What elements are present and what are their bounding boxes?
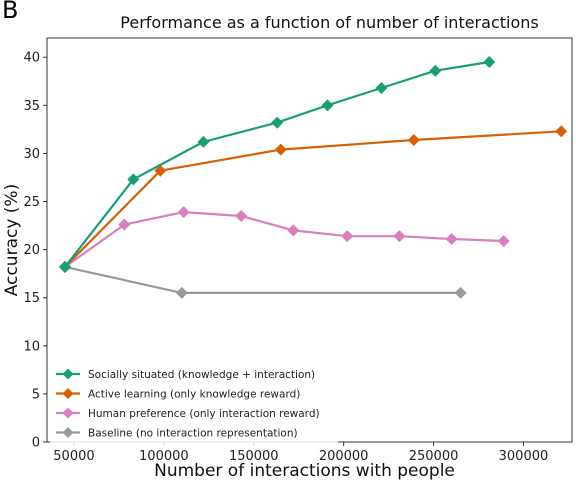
data-point (393, 230, 406, 243)
data-point (555, 125, 568, 138)
data-point (177, 206, 190, 219)
series-line (64, 265, 461, 294)
data-point (341, 230, 354, 243)
x-tick-label: 150000 (229, 449, 279, 464)
y-tick-label: 30 (23, 147, 40, 162)
series-line (64, 130, 562, 268)
data-point (407, 133, 420, 146)
x-axis-title: Number of interactions with people (154, 461, 455, 481)
data-point (58, 260, 71, 273)
y-tick-label: 25 (23, 195, 40, 210)
series-line (64, 211, 504, 268)
x-tick-label: 100000 (139, 449, 189, 464)
series-line (64, 60, 490, 268)
data-point (321, 99, 334, 112)
data-point (274, 143, 287, 156)
y-tick-label: 35 (23, 99, 40, 114)
y-tick-label: 10 (23, 339, 40, 354)
y-tick-label: 15 (23, 291, 40, 306)
data-point (235, 209, 248, 222)
legend-label: Human preference (only interaction rewar… (88, 408, 320, 420)
data-point (175, 286, 188, 299)
legend-label: Socially situated (knowledge + interacti… (88, 369, 315, 381)
y-tick-label: 5 (32, 387, 40, 402)
legend-box (50, 362, 338, 446)
legend-marker (62, 427, 74, 438)
data-point (429, 64, 442, 77)
data-point (497, 234, 510, 247)
y-tick-label: 0 (32, 436, 40, 451)
chart-title: Performance as a function of number of i… (120, 13, 538, 32)
y-tick-label: 40 (23, 51, 40, 66)
y-axis-title: Accuracy (%) (2, 184, 22, 296)
data-point (287, 224, 300, 237)
x-tick-label: 200000 (319, 449, 369, 464)
data-point (454, 286, 467, 299)
y-tick-label: 20 (23, 243, 40, 258)
legend-label: Active learning (only knowledge reward) (88, 389, 300, 401)
data-point (375, 82, 388, 95)
panel-letter: B (2, 0, 19, 24)
data-point (483, 56, 496, 69)
data-point (445, 233, 458, 246)
data-point (127, 173, 140, 186)
legend-marker (62, 388, 74, 399)
x-tick-label: 250000 (409, 449, 459, 464)
legend-marker (62, 407, 74, 419)
legend-marker (62, 368, 74, 380)
x-tick-label: 50000 (53, 449, 94, 464)
x-tick-label: 300000 (499, 449, 549, 464)
data-point (197, 135, 210, 148)
data-point (271, 116, 284, 129)
legend-label: Baseline (no interaction representation) (88, 428, 298, 440)
data-point (118, 218, 131, 231)
